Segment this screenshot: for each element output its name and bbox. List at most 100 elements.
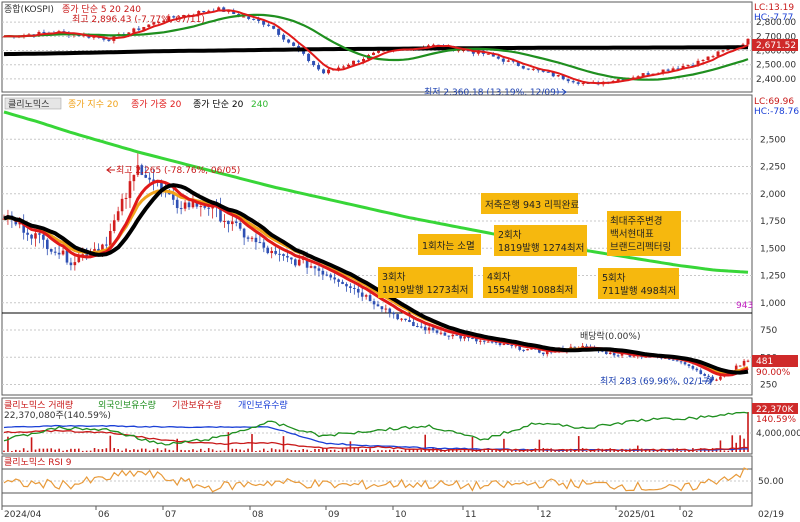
volume-bar: [50, 448, 53, 452]
main-candle-body: [463, 336, 466, 339]
dividend-label: 배당락(0.00%): [580, 330, 640, 342]
x-tick-0: 2024/04: [4, 510, 42, 520]
callout-6-line-0: 5회차: [602, 272, 626, 284]
volume-bar: [613, 449, 615, 452]
kospi-high-label: 최고 2,896.43 (-7.77%, 07/11): [72, 14, 205, 25]
kospi-candle-body: [516, 61, 520, 66]
callout-0: 저축은행 943 리픽완료: [481, 193, 579, 214]
main-candle-body: [419, 326, 423, 328]
kospi-candle-body: [197, 11, 201, 15]
ma240-line: [3, 110, 749, 274]
x-tick-8: 2025/01: [618, 510, 655, 520]
main-y-tick-2: 2,000: [760, 190, 786, 200]
volume-bar: [310, 450, 312, 452]
main-legend-0: 종가 지수 20: [68, 99, 119, 110]
main-candle-body: [699, 370, 703, 375]
volume-y-tick: 4,000,000: [756, 429, 800, 439]
kospi-candle-body: [681, 65, 685, 69]
main-candle-body: [707, 375, 710, 377]
volume-bar: [211, 449, 214, 452]
volume-bar: [428, 449, 430, 452]
main-candle-body: [191, 200, 195, 208]
kospi-candle-body: [287, 39, 291, 43]
main-low-label: 최저 283 (69.96%, 02/17): [600, 376, 712, 387]
kospi-legend: 종가 단순 5 20 240: [62, 4, 141, 15]
main-candle-body: [309, 266, 313, 268]
kospi-candle-body: [167, 16, 171, 21]
main-candle-body: [490, 341, 494, 343]
kospi-candle-body: [701, 59, 705, 61]
kospi-candle-body: [426, 45, 430, 47]
main-candle-body: [360, 292, 364, 297]
volume-bar: [247, 448, 249, 452]
volume-bar: [349, 441, 352, 452]
kospi-candle-body: [282, 34, 286, 40]
main-candle-body: [522, 349, 525, 351]
callout-5-line-0: 4회차: [487, 271, 511, 283]
volume-bar: [385, 450, 387, 452]
main-candle-body: [128, 181, 132, 198]
kospi-candle-body: [267, 24, 271, 26]
callout-3-box: [607, 211, 681, 256]
kospi-candle-body: [561, 75, 565, 80]
kospi-candle-body: [232, 10, 236, 14]
kospi-candle-body: [242, 16, 246, 18]
volume-bar: [306, 449, 308, 452]
kospi-low-label: 최저 2,360.18 (13.19%, 12/09): [424, 87, 559, 98]
main-candle-body: [459, 335, 462, 339]
main-candle-body: [711, 376, 714, 381]
volume-bar: [148, 450, 151, 452]
volume-bar: [215, 450, 218, 452]
callout-4: 3회차 1819발행 1273최저: [378, 267, 473, 298]
main-candle-body: [116, 211, 120, 221]
main-candle-body: [219, 207, 222, 222]
volume-bar: [3, 450, 5, 452]
main-candle-body: [187, 202, 191, 208]
main-candle-body: [57, 252, 61, 255]
volume-bar: [137, 449, 139, 452]
main-candle-body: [443, 332, 447, 336]
kospi-candle-body: [157, 22, 161, 24]
kospi-candle-body: [147, 24, 151, 28]
main-y-tick-4: 1,500: [760, 244, 786, 254]
volume-bar: [400, 450, 403, 452]
volume-bar: [424, 434, 427, 452]
volume-pct-tag: 140.59%: [756, 415, 796, 425]
kospi-candle-body: [92, 36, 96, 38]
main-candle-body: [431, 327, 435, 331]
kospi-candle-body: [691, 65, 695, 67]
main-legend-1: 종가 가중 20: [131, 99, 182, 110]
kospi-candle-body: [292, 42, 296, 46]
main-candle-body: [152, 179, 155, 182]
x-tick-9: 02: [682, 510, 693, 520]
volume-bar: [263, 448, 265, 452]
volume-bar: [270, 448, 273, 452]
main-candle-body: [77, 256, 81, 263]
kospi-candle-body: [571, 81, 575, 83]
main-candle-body: [168, 192, 171, 195]
kospi-candle-body: [337, 67, 341, 70]
volume-bar: [101, 449, 104, 452]
kospi-candle-body: [716, 51, 720, 57]
main-candle-body: [286, 255, 289, 258]
kospi-candle-body: [152, 22, 156, 25]
volume-left-value: 22,370,080주(140.59%): [4, 410, 111, 421]
callout-3-line-2: 브랜드리펙터링: [610, 241, 671, 253]
kospi-candle-body: [102, 37, 106, 40]
kospi-candle-body: [636, 76, 640, 78]
main-candle-body: [715, 379, 718, 381]
volume-bar: [688, 450, 690, 452]
volume-bar: [329, 449, 332, 452]
x-tick-7: 12: [540, 510, 551, 520]
volume-bar: [282, 436, 285, 452]
volume-bar: [200, 448, 202, 452]
main-candle-body: [112, 220, 116, 231]
main-candle-body: [49, 249, 53, 252]
x-tick-6: 11: [465, 510, 476, 520]
x-tick-2: 07: [165, 510, 176, 520]
volume-bar: [156, 448, 159, 452]
callout-1-box: [418, 234, 481, 255]
callout-6-line-1: 711발행 498최저: [602, 285, 676, 297]
main-candle-body: [120, 198, 124, 212]
callout-4-line-1: 1819발행 1273최저: [382, 284, 468, 296]
